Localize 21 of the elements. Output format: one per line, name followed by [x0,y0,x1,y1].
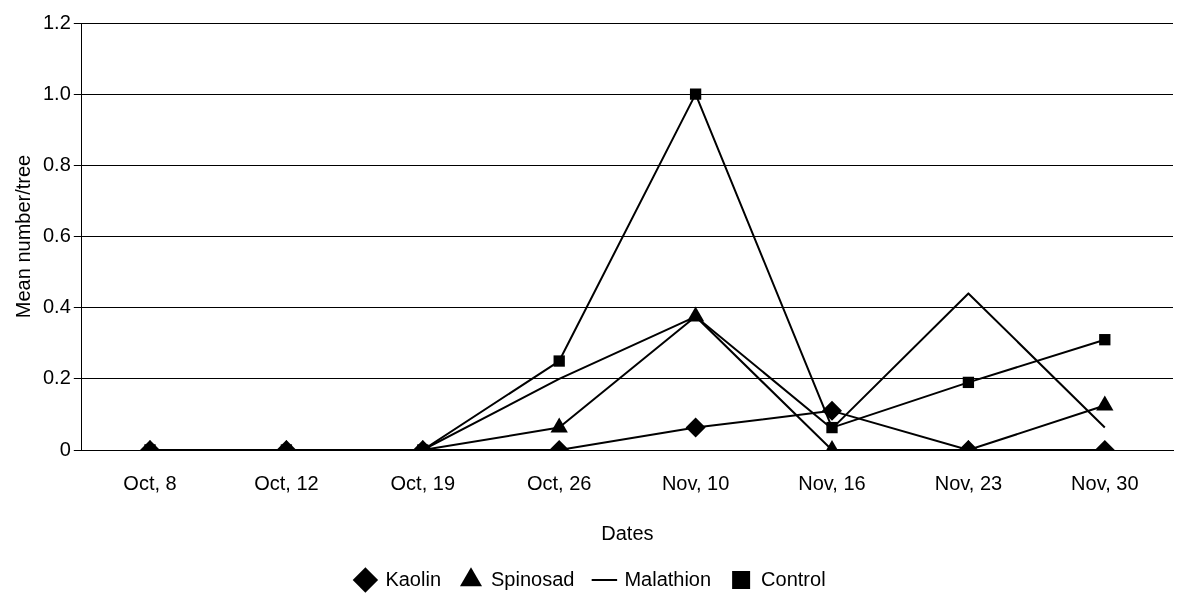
x-tick-label: Oct, 19 [390,471,456,494]
x-tick-label: Nov, 10 [661,471,730,494]
x-tick-label: Oct, 8 [123,471,177,494]
y-tick-label: 0.4 [42,295,71,318]
legend-label: Spinosad [491,567,575,590]
y-tick-label: 0 [59,437,71,460]
y-axis-title: Mean number/tree [11,154,34,319]
legend-label: Kaolin [385,567,442,590]
legend-label: Control [761,567,826,590]
x-tick-label: Nov, 16 [798,471,866,494]
x-tick-label: Oct, 26 [526,471,592,494]
x-tick-label: Oct, 12 [254,471,319,494]
x-axis-title: Dates [601,521,654,544]
y-tick-label: 0.8 [42,152,71,175]
y-tick-label: 0.6 [42,224,71,247]
y-tick-label: 1.0 [42,81,71,104]
x-tick-label: Nov, 30 [1071,471,1139,494]
legend-label: Malathion [624,567,712,590]
y-tick-label: 0.2 [42,366,71,389]
y-tick-label: 1.2 [42,10,71,33]
x-tick-label: Nov, 23 [934,471,1003,494]
